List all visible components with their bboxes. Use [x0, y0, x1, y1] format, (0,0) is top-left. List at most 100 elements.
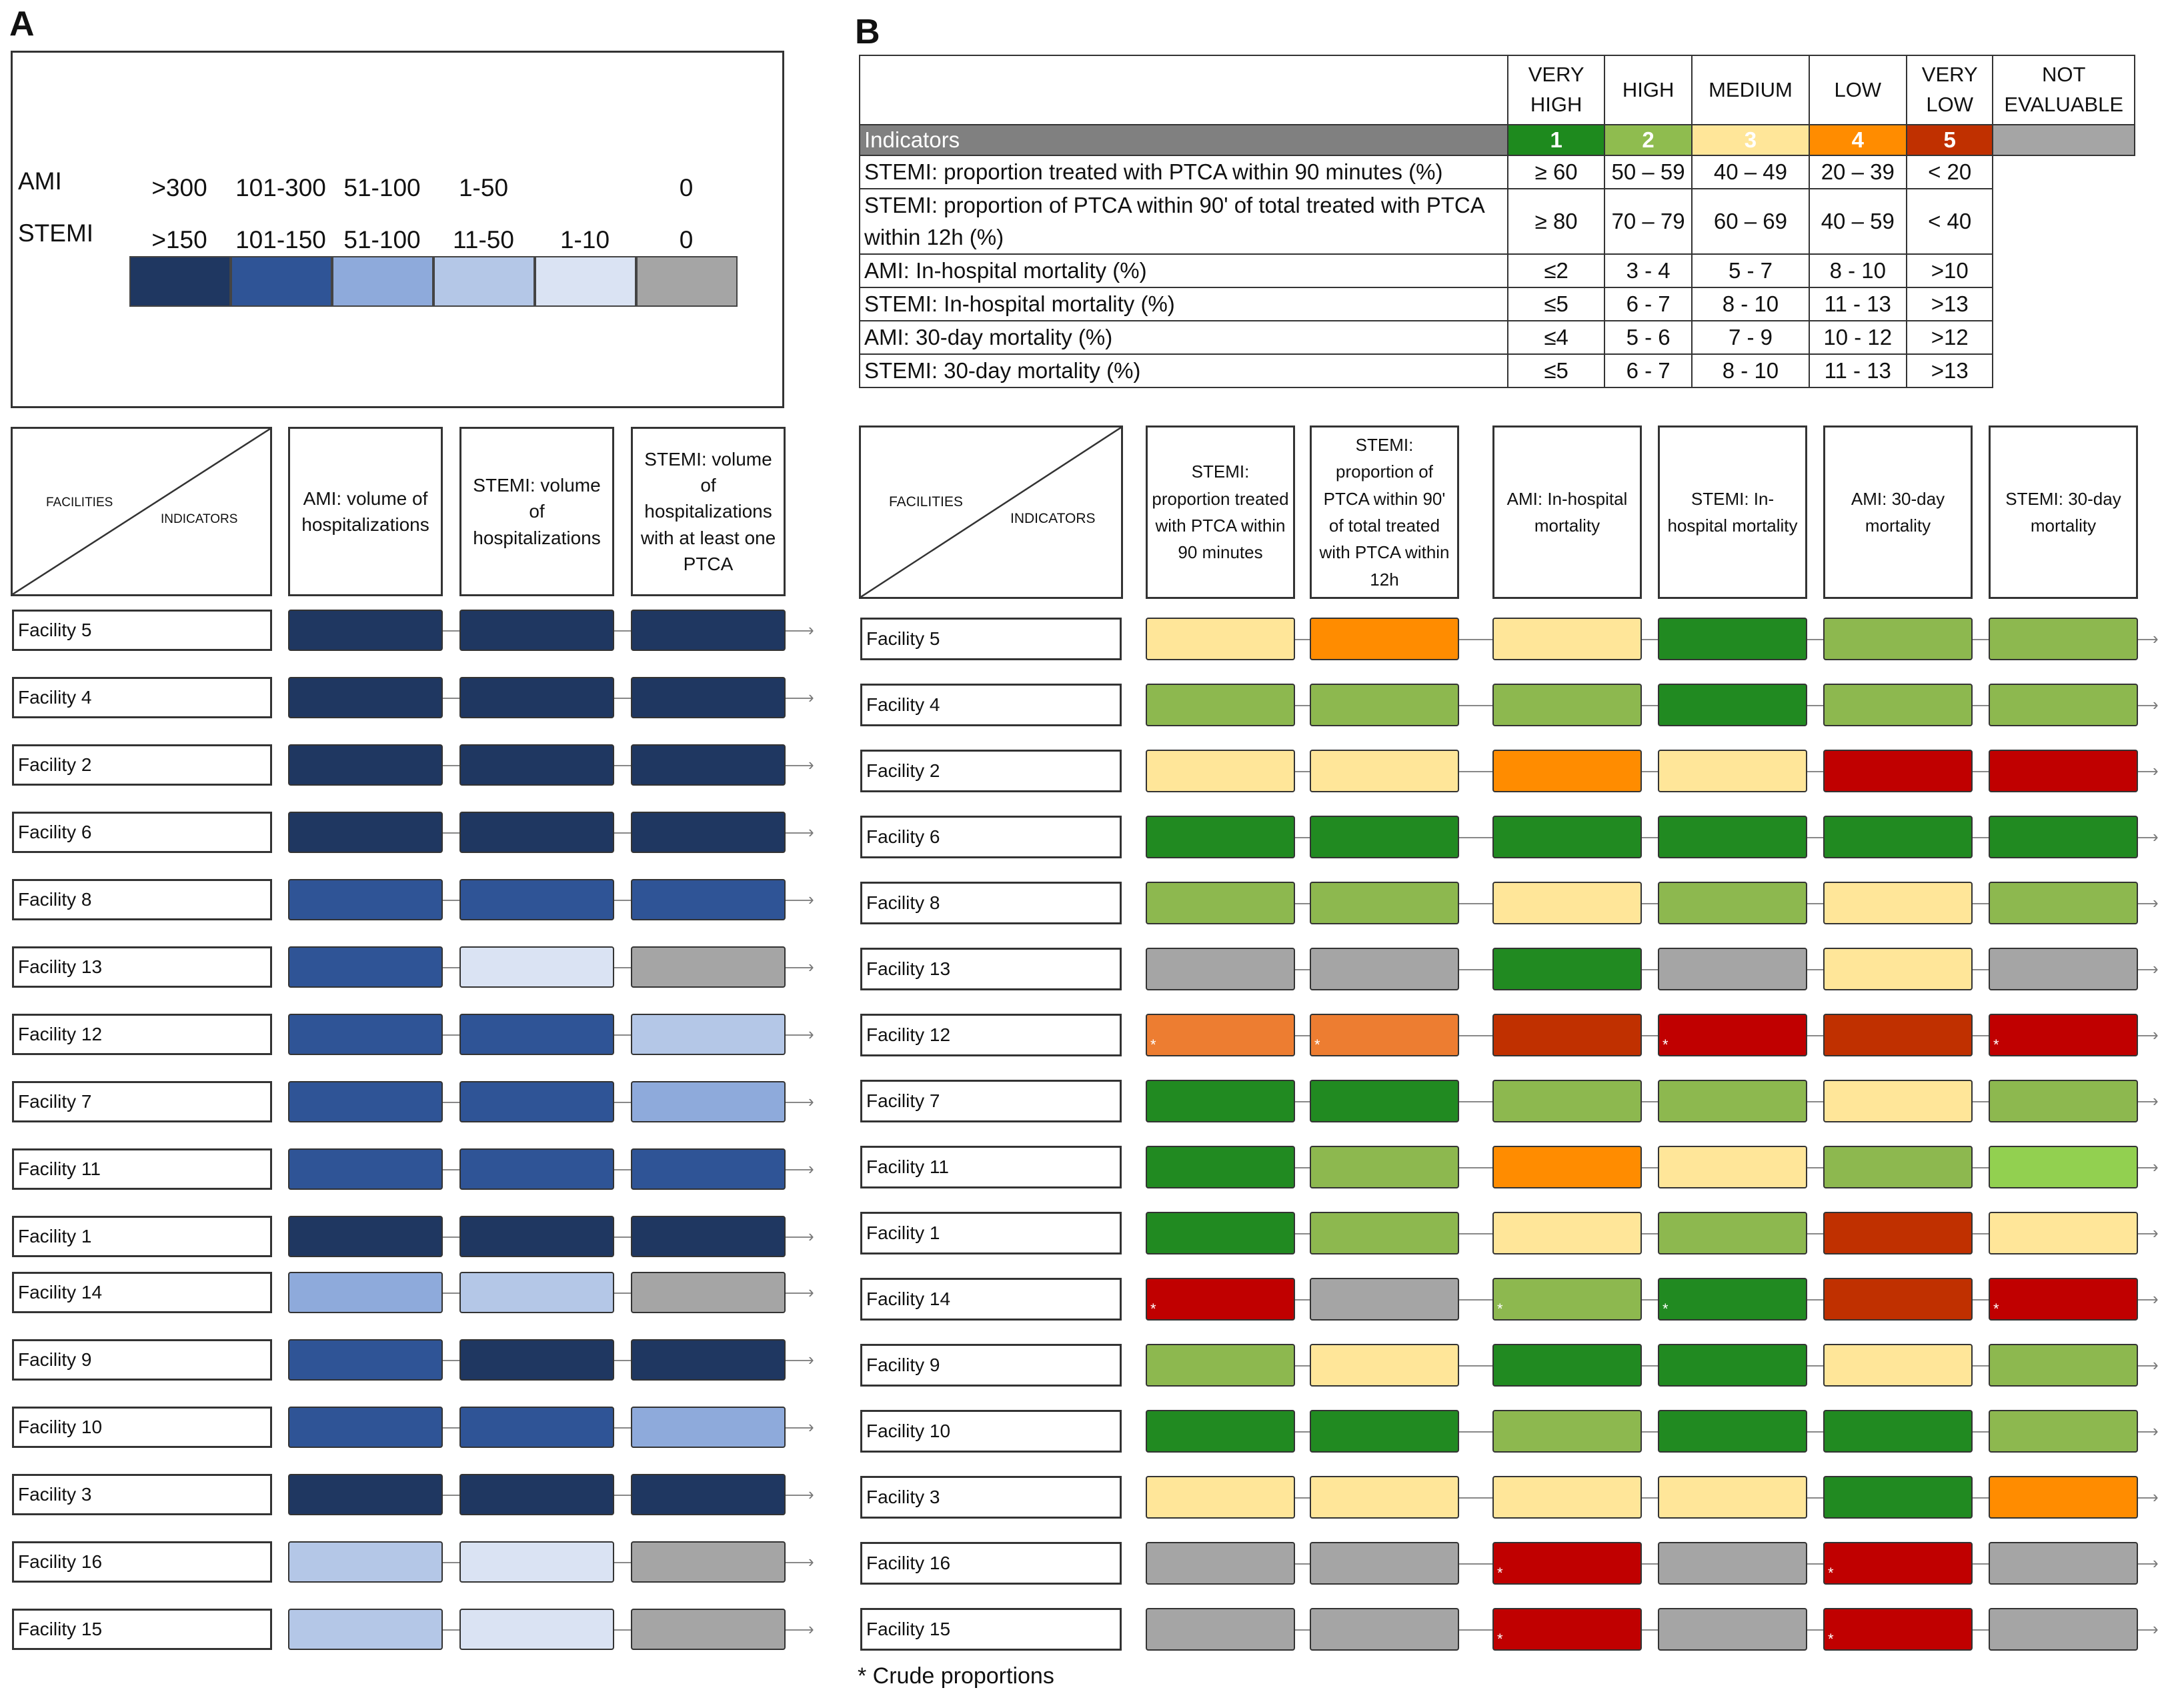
row-connector — [2138, 1233, 2157, 1234]
volume-cell — [459, 1541, 614, 1583]
row-connector — [786, 765, 812, 766]
indicator-cell — [1989, 882, 2138, 924]
row-connector — [1642, 705, 1658, 706]
indicator-cell — [1146, 684, 1295, 726]
threshold-value: >12 — [1905, 319, 1994, 355]
row-connector — [1807, 837, 1823, 838]
facility-label: Facility 14 — [860, 1278, 1122, 1321]
category-very-low: VERY LOW — [1905, 55, 1994, 125]
row-connector — [1642, 771, 1658, 772]
legend-ami-range: 51-100 — [343, 174, 421, 201]
indicator-cell — [1310, 1212, 1459, 1254]
crude-proportion-star: * — [1314, 1036, 1320, 1053]
facility-label: Facility 6 — [12, 812, 272, 853]
threshold-value: 40 – 59 — [1808, 187, 1907, 255]
threshold-value: 3 - 4 — [1603, 253, 1693, 288]
indicator-cell — [1823, 1212, 1973, 1254]
legend-ami-range: 0 — [679, 174, 694, 201]
volume-cell — [288, 946, 443, 988]
row-connector — [786, 1102, 812, 1103]
indicator-cell: * — [1146, 1278, 1295, 1321]
row-connector — [1459, 1431, 1492, 1433]
volume-cell — [459, 677, 614, 718]
crude-proportion-star: * — [1828, 1631, 1834, 1647]
crude-proportion-star: * — [1993, 1301, 1999, 1317]
row-connector — [1295, 639, 1310, 640]
indicators-header: Indicators — [858, 124, 1509, 156]
facility-label: Facility 12 — [12, 1014, 272, 1055]
arrow-right-icon: › — [808, 687, 814, 707]
facility-label: Facility 2 — [12, 744, 272, 786]
indicator-cell — [1823, 882, 1973, 924]
row-connector — [786, 1427, 812, 1429]
threshold-value: 50 – 59 — [1603, 155, 1693, 189]
legend-stemi-label: STEMI — [18, 219, 94, 247]
row-connector — [1295, 837, 1310, 838]
volume-cell — [631, 1474, 786, 1515]
row-connector — [443, 1427, 459, 1429]
facility-label: Facility 11 — [12, 1148, 272, 1190]
threshold-value: 11 - 13 — [1808, 286, 1907, 321]
arrow-right-icon: › — [2153, 1487, 2159, 1507]
indicator-cell — [1492, 948, 1642, 990]
row-connector — [2138, 1365, 2157, 1367]
crude-proportion-star: * — [1828, 1565, 1834, 1581]
row-connector — [614, 765, 631, 766]
indicator-cell — [1310, 684, 1459, 726]
row-connector — [1807, 903, 1823, 904]
indicator-cell — [1658, 1146, 1807, 1188]
volume-cell — [631, 1014, 786, 1055]
indicator-cell — [1823, 1344, 1973, 1387]
threshold-value: ≤4 — [1507, 319, 1605, 355]
volume-cell — [459, 1216, 614, 1257]
indicator-cell — [1658, 882, 1807, 924]
volume-cell — [631, 1216, 786, 1257]
arrow-right-icon: › — [2153, 1222, 2159, 1242]
facility-label: Facility 4 — [12, 677, 272, 718]
row-connector — [1973, 1629, 1989, 1631]
arrow-right-icon: › — [808, 1282, 814, 1302]
row-connector — [1295, 1629, 1310, 1631]
row-connector — [1295, 705, 1310, 706]
indicator-cell: * — [1658, 1278, 1807, 1321]
row-connector — [1295, 1563, 1310, 1565]
row-connector — [1642, 639, 1658, 640]
indicator-cell — [1823, 618, 1973, 660]
volume-cell — [459, 1474, 614, 1515]
panel-b-col-header: AMI: In-hospital mortality — [1492, 426, 1642, 599]
diagonal-divider — [861, 428, 1121, 597]
row-connector — [1642, 1365, 1658, 1367]
volume-cell — [288, 1407, 443, 1448]
indicator-cell — [1146, 618, 1295, 660]
facility-label: Facility 3 — [12, 1474, 272, 1515]
row-connector — [1807, 1299, 1823, 1301]
indicator-name: STEMI: proportion of PTCA within 90' of … — [858, 187, 1509, 255]
indicator-cell — [1492, 684, 1642, 726]
threshold-value: ≤2 — [1507, 253, 1605, 288]
indicator-cell — [1989, 1608, 2138, 1651]
threshold-value: 6 - 7 — [1603, 286, 1693, 321]
threshold-value: < 20 — [1905, 155, 1994, 189]
arrow-right-icon: › — [2153, 1090, 2159, 1110]
row-connector — [443, 1360, 459, 1361]
facility-label: Facility 12 — [860, 1014, 1122, 1056]
row-connector — [1807, 969, 1823, 970]
row-connector — [1973, 639, 1989, 640]
volume-cell — [631, 1339, 786, 1381]
threshold-value: 7 - 9 — [1691, 319, 1810, 355]
indicator-cell — [1492, 1476, 1642, 1519]
panel-a-corner-header: FACILITIES INDICATORS — [11, 427, 272, 596]
indicator-cell — [1989, 1410, 2138, 1453]
panel-b-col-header: STEMI: proportion of PTCA within 90' of … — [1310, 426, 1459, 599]
volume-cell — [459, 879, 614, 920]
row-connector — [1973, 1563, 1989, 1565]
facility-label: Facility 1 — [12, 1216, 272, 1257]
volume-cell — [288, 879, 443, 920]
row-connector — [1807, 1431, 1823, 1433]
volume-cell — [288, 1272, 443, 1313]
row-connector — [1807, 1563, 1823, 1565]
indicator-cell — [1146, 1080, 1295, 1122]
panel-b-corner-header: FACILITIES INDICATORS — [859, 426, 1123, 599]
row-connector — [1973, 903, 1989, 904]
threshold-value: ≤5 — [1507, 353, 1605, 388]
